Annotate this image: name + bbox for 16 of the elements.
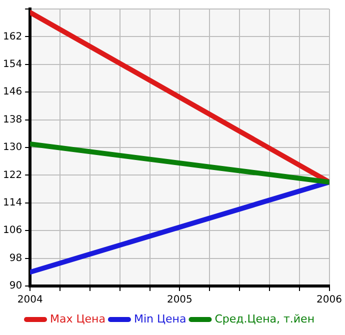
y-tick-label: 114 xyxy=(2,197,22,208)
x-tick-label: 2004 xyxy=(17,294,43,306)
x-tick-label: 2006 xyxy=(316,294,342,306)
legend-label: Сред.Цена, т.йен xyxy=(214,312,315,326)
legend-label: Max Цена xyxy=(50,312,106,326)
y-tick-label: 130 xyxy=(2,142,22,154)
y-tick-label: 146 xyxy=(2,86,22,98)
y-tick-label: 138 xyxy=(2,114,22,126)
y-tick-label: 98 xyxy=(9,252,22,264)
x-tick-label: 2005 xyxy=(166,294,192,306)
y-tick-label: 106 xyxy=(2,225,22,236)
y-tick-label: 122 xyxy=(2,170,22,181)
y-tick-label: 162 xyxy=(2,31,22,42)
y-tick-label: 90 xyxy=(9,280,22,292)
y-tick-label: 154 xyxy=(2,58,22,70)
legend-label: Min Цена xyxy=(134,312,186,326)
